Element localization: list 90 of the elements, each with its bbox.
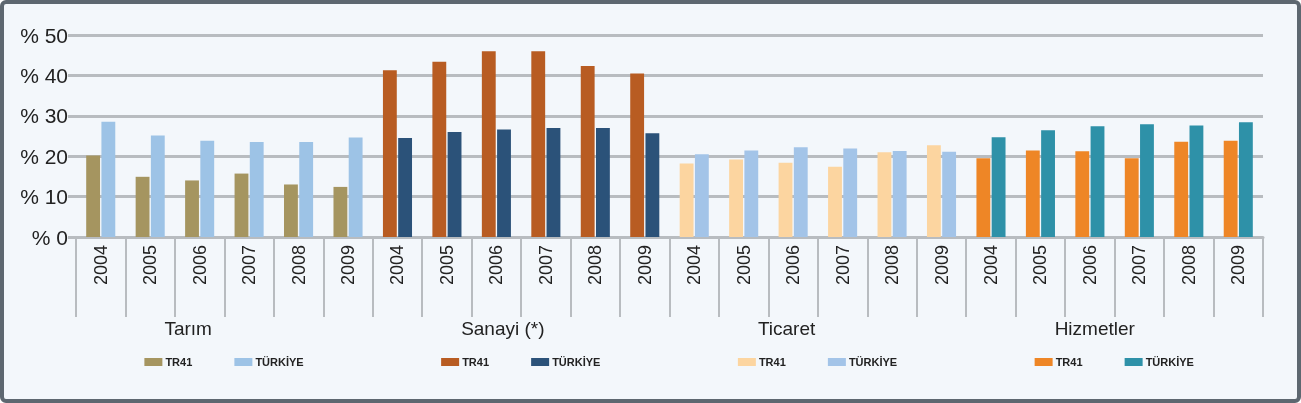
bar [942,151,957,237]
x-tick-label: 2008 [882,245,903,286]
bar [645,133,660,237]
bar [1140,124,1154,237]
text: Tarım [164,318,212,339]
bar [778,162,793,237]
y-tick-label: % 10 [20,185,68,209]
bar [382,70,397,237]
x-tick-label: 2008 [1178,245,1199,286]
bar [729,159,743,237]
bar [135,176,150,237]
bar [1090,126,1105,237]
bar [185,180,199,237]
bar [991,137,1006,237]
y-tick-label: % 0 [31,225,68,249]
text: Sanayi (*) [461,318,545,339]
bar [531,51,546,237]
x-tick-label: 2006 [783,245,804,286]
legend-label: TR41 [758,355,786,368]
x-tick-label: 2005 [140,245,161,286]
bar [1124,158,1139,237]
bar [877,152,892,237]
x-tick-label: 2006 [486,245,507,286]
x-tick-label: 2006 [1079,245,1100,286]
bar [679,163,694,237]
bar [1189,125,1204,237]
y-tick-label: % 50 [20,23,68,47]
bar [150,135,165,237]
bar [694,154,709,237]
bar [432,61,447,237]
x-tick-label: 2005 [733,245,754,286]
x-tick-label: 2009 [931,245,952,286]
x-tick-label: 2007 [832,245,853,286]
bar [348,137,363,237]
bar [926,145,941,237]
bar [1223,140,1238,237]
x-tick-label: 2009 [338,245,359,286]
bar [299,142,314,237]
legend-label: TR41 [1055,355,1083,368]
bar [546,127,561,237]
bar [200,140,215,237]
bar [596,127,610,237]
x-tick-label: 2008 [585,245,606,286]
bar [1075,151,1090,237]
y-tick-label: % 20 [20,144,68,168]
bar [497,129,511,237]
bar [333,186,348,237]
x-tick-label: 2009 [1228,245,1249,286]
bar [976,158,991,237]
bar [793,147,808,237]
x-tick-label: 2007 [1129,245,1150,286]
bar [843,148,858,237]
x-tick-label: 2004 [684,245,705,286]
bar [1025,150,1040,237]
x-tick-label: 2007 [239,245,260,286]
bar [447,131,462,237]
text: Hizmetler [1054,318,1136,339]
y-tick-label: % 30 [20,104,68,128]
bar [86,155,101,237]
bar [892,150,907,237]
legend-label: TR41 [462,355,490,368]
x-tick-label: 2005 [1030,245,1051,286]
bar [828,166,842,237]
x-tick-label: 2007 [535,245,556,286]
y-tick-label: % 40 [20,63,68,87]
bar [580,66,595,237]
text: Ticaret [757,318,816,339]
x-tick-label: 2004 [90,245,111,286]
bar [234,173,249,237]
bar [1174,141,1189,237]
x-tick-label: 2008 [288,245,309,286]
bar [284,184,298,237]
legend-label: TÜRKİYE [255,355,304,368]
x-tick-label: 2009 [634,245,655,286]
x-tick-label: 2006 [189,245,210,286]
bar [744,150,759,237]
legend-label: TÜRKİYE [552,355,601,368]
bar [481,51,496,237]
bar [630,73,645,237]
x-tick-label: 2005 [436,245,457,286]
bar [249,142,264,237]
bar [101,121,116,237]
bar [398,138,413,237]
bar [1238,122,1253,237]
x-tick-label: 2004 [387,245,408,286]
legend-label: TÜRKİYE [848,355,898,368]
bar [1041,130,1055,237]
x-tick-label: 2004 [980,245,1001,286]
legend-label: TR41 [165,355,193,368]
legend-label: TÜRKİYE [1145,355,1194,368]
